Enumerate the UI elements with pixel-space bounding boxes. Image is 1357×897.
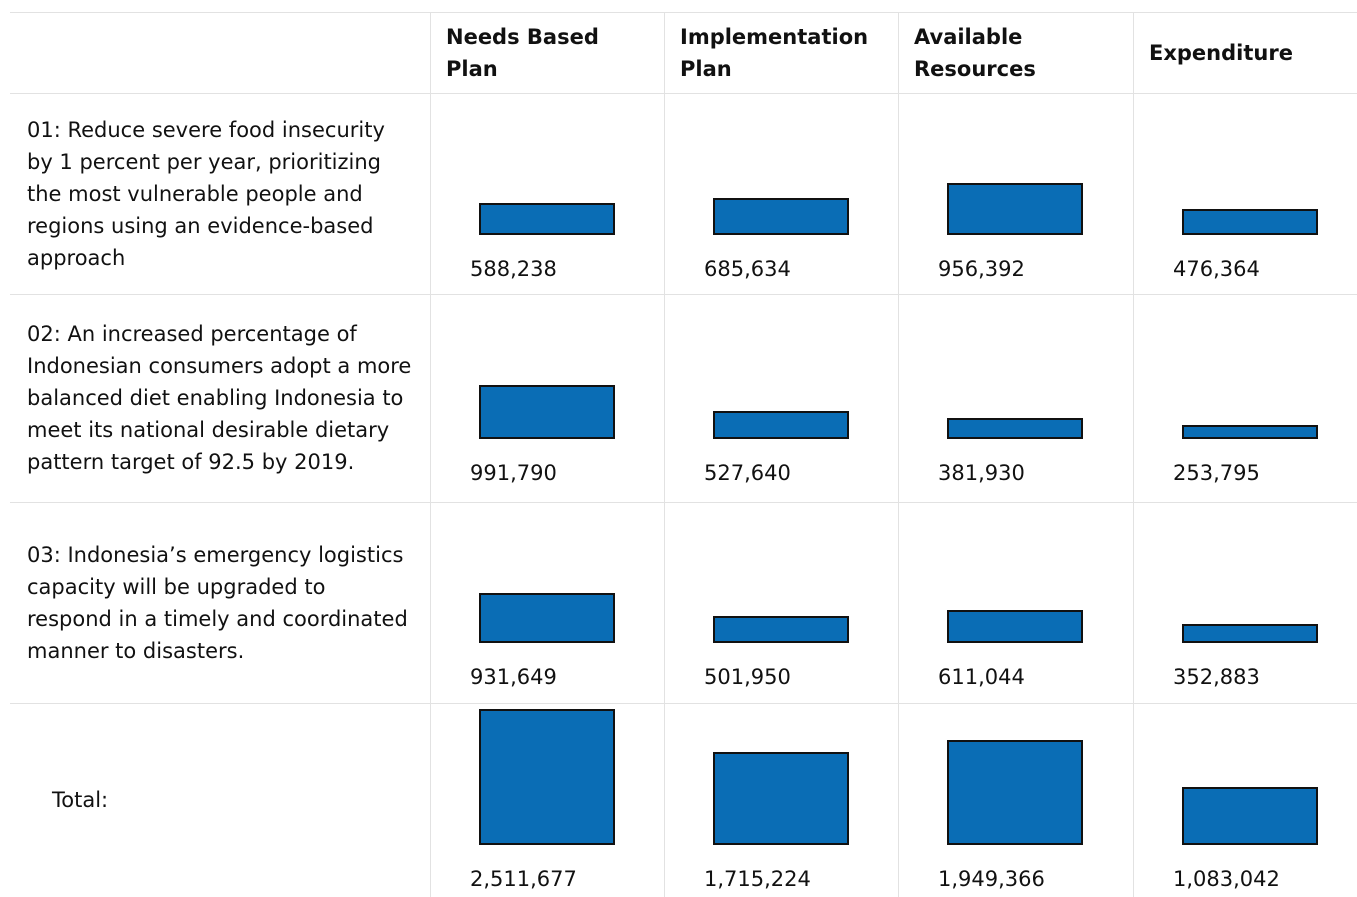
row-label: Total: [52,788,109,812]
bar [947,610,1083,643]
column-border [898,12,899,897]
column-header: Expenditure [1149,41,1293,65]
value-label: 1,083,042 [1173,867,1280,891]
row-label: 02: An increased percentage of Indonesia… [27,322,412,474]
bar [947,418,1083,439]
row-border [10,12,1357,13]
value-label: 956,392 [938,257,1025,281]
value-label: 1,949,366 [938,867,1045,891]
column-header: Implementation Plan [680,25,869,81]
column-border [664,12,665,897]
bar [947,183,1083,235]
column-header: Needs Based Plan [446,25,599,81]
value-label: 1,715,224 [704,867,811,891]
row-label: 03: Indonesia’s emergency logistics capa… [27,542,408,663]
value-label: 381,930 [938,461,1025,485]
bar [479,592,615,643]
value-label: 352,883 [1173,665,1260,689]
bar [1182,425,1318,439]
bar [713,752,849,845]
row-border [10,703,1357,704]
column-border [1133,12,1134,897]
value-label: 2,511,677 [470,867,577,891]
bar [479,203,615,235]
bar [1182,786,1318,845]
value-label: 611,044 [938,665,1025,689]
column-border [430,12,431,897]
bar [1182,209,1318,235]
bar [479,385,615,439]
column-header: Available Resources [914,25,1036,81]
bar [479,709,615,845]
value-label: 685,634 [704,257,791,281]
value-label: 527,640 [704,461,791,485]
row-border [10,294,1357,295]
value-label: 476,364 [1173,257,1260,281]
value-label: 991,790 [470,461,557,485]
row-border [10,93,1357,94]
bar [1182,623,1318,643]
value-label: 931,649 [470,665,557,689]
row-border [10,502,1357,503]
value-label: 501,950 [704,665,791,689]
bar [713,197,849,235]
value-label: 253,795 [1173,461,1260,485]
bar [713,615,849,643]
value-label: 588,238 [470,257,557,281]
bar [713,410,849,439]
bar [947,739,1083,845]
row-label: 01: Reduce severe food insecurity by 1 p… [27,117,385,270]
